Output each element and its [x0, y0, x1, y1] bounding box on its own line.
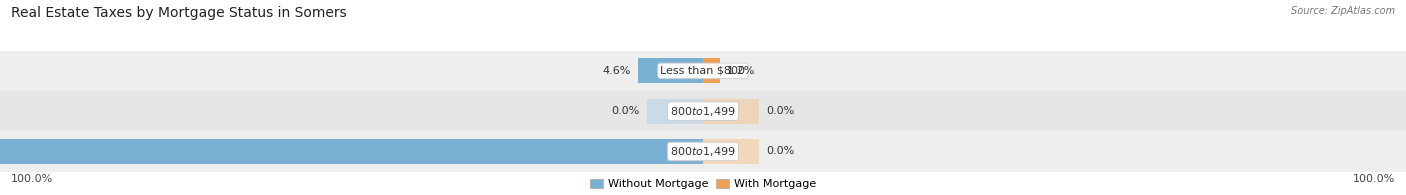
Text: Source: ZipAtlas.com: Source: ZipAtlas.com	[1291, 6, 1395, 16]
Bar	[0, 91, 1406, 131]
Bar	[703, 139, 759, 164]
Text: 0.0%: 0.0%	[612, 106, 640, 116]
Bar	[703, 58, 720, 83]
Text: $800 to $1,499: $800 to $1,499	[671, 105, 735, 118]
Bar	[0, 131, 1406, 172]
Text: 1.2%: 1.2%	[727, 66, 755, 76]
Bar	[0, 51, 1406, 91]
Bar	[703, 99, 759, 124]
Text: 4.6%: 4.6%	[603, 66, 631, 76]
Text: 100.0%: 100.0%	[1353, 174, 1395, 184]
Text: Real Estate Taxes by Mortgage Status in Somers: Real Estate Taxes by Mortgage Status in …	[11, 6, 347, 20]
Text: $800 to $1,499: $800 to $1,499	[671, 145, 735, 158]
Text: Less than $800: Less than $800	[661, 66, 745, 76]
Text: 100.0%: 100.0%	[11, 174, 53, 184]
Legend: Without Mortgage, With Mortgage: Without Mortgage, With Mortgage	[591, 179, 815, 190]
Text: 0.0%: 0.0%	[766, 146, 794, 156]
Text: 0.0%: 0.0%	[766, 106, 794, 116]
Bar	[0, 139, 703, 164]
Bar	[647, 99, 703, 124]
Bar	[638, 58, 703, 83]
